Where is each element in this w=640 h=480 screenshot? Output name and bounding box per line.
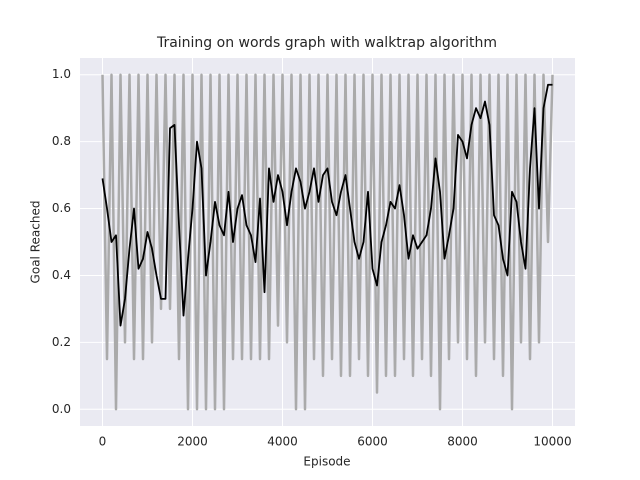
chart-title: Training on words graph with walktrap al… [156,35,497,51]
y-tick-label: 1.0 [52,67,71,81]
y-tick-label: 0.4 [52,268,71,282]
y-tick-label: 0.8 [52,134,71,148]
x-axis-label: Episode [303,455,350,469]
x-tick-label: 10000 [533,435,571,449]
series-line [101,83,553,327]
x-tick-label: 8000 [447,435,478,449]
x-tick-label: 0 [99,435,107,449]
marks [101,73,554,411]
y-tick-label: 0.6 [52,201,71,215]
y-tick-label: 0.0 [52,402,71,416]
series-line [101,73,554,411]
y-tick-label: 0.2 [52,335,71,349]
x-tick-label: 2000 [177,435,208,449]
x-tick-label: 4000 [267,435,298,449]
y-axis-label: Goal Reached [29,201,43,284]
x-tick-label: 6000 [357,435,388,449]
